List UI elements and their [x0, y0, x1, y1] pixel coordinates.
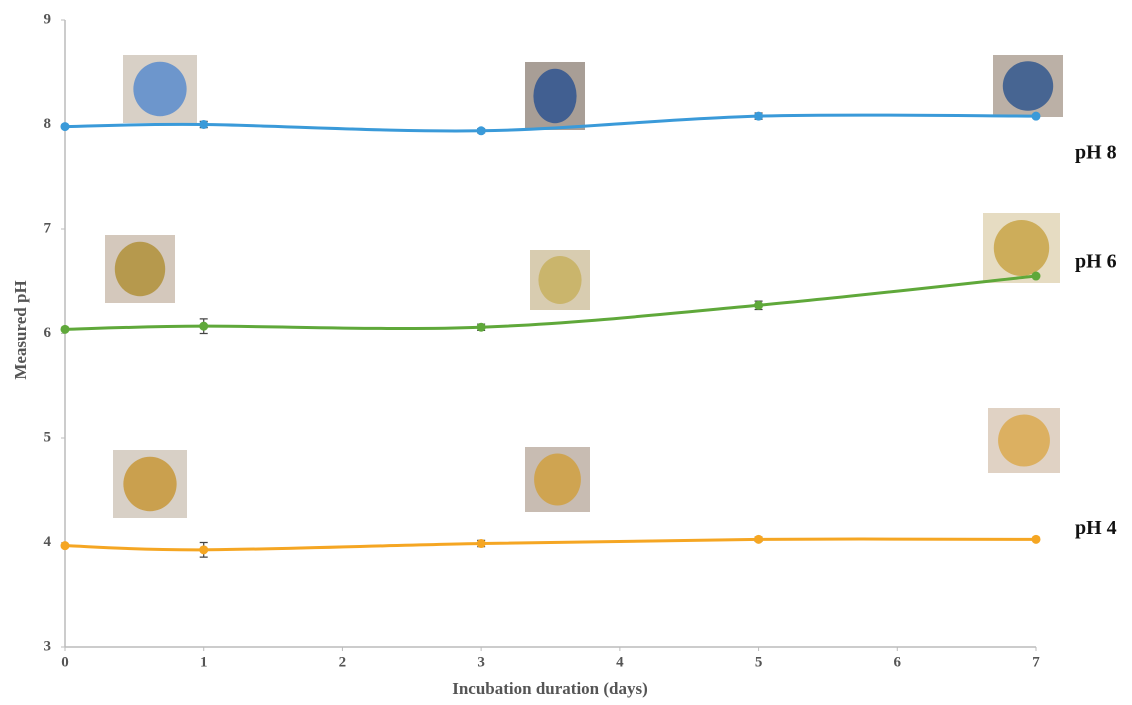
series-line — [65, 539, 1036, 550]
swatch-dot — [538, 256, 581, 304]
data-point — [1032, 112, 1041, 121]
x-tick-label: 3 — [477, 654, 485, 670]
swatch-dot — [998, 415, 1050, 467]
data-point — [477, 323, 486, 332]
x-tick-label: 1 — [200, 654, 208, 670]
data-point — [199, 322, 208, 331]
y-tick-label: 8 — [44, 116, 52, 132]
swatch-dot — [115, 242, 165, 296]
data-point — [199, 545, 208, 554]
x-axis-title: Incubation duration (days) — [452, 679, 648, 698]
data-point — [1032, 535, 1041, 544]
x-tick-label: 6 — [894, 654, 902, 670]
data-point — [754, 301, 763, 310]
swatch-dot — [533, 69, 576, 123]
data-point — [754, 112, 763, 121]
series-label: pH 8 — [1075, 142, 1117, 164]
y-tick-label: 7 — [44, 220, 52, 236]
y-tick-label: 3 — [44, 638, 52, 654]
swatch-dot — [994, 220, 1049, 276]
data-point — [61, 122, 70, 131]
y-tick-label: 6 — [44, 325, 52, 341]
y-axis-title: Measured pH — [11, 280, 30, 379]
x-tick-label: 0 — [61, 654, 69, 670]
data-point — [61, 325, 70, 334]
y-tick-label: 9 — [44, 11, 52, 27]
data-point — [61, 541, 70, 550]
series-label: pH 4 — [1075, 517, 1117, 539]
data-point — [1032, 272, 1041, 281]
swatch-dot — [534, 454, 581, 506]
y-tick-label: 5 — [44, 429, 52, 445]
x-tick-label: 7 — [1032, 654, 1040, 670]
data-point — [199, 120, 208, 129]
swatch-dot — [123, 457, 176, 511]
data-point — [477, 126, 486, 135]
x-tick-label: 5 — [755, 654, 763, 670]
data-point — [754, 535, 763, 544]
swatch-dot — [133, 62, 186, 116]
x-tick-label: 2 — [339, 654, 347, 670]
x-tick-label: 4 — [616, 654, 624, 670]
swatch-dot — [1003, 61, 1053, 111]
data-point — [477, 539, 486, 548]
series-label: pH 6 — [1075, 251, 1117, 273]
chart: Incubation duration (days) Measured pH 3… — [0, 0, 1132, 700]
y-tick-label: 4 — [44, 534, 52, 550]
page: Incubation duration (days) Measured pH 3… — [0, 0, 1132, 705]
